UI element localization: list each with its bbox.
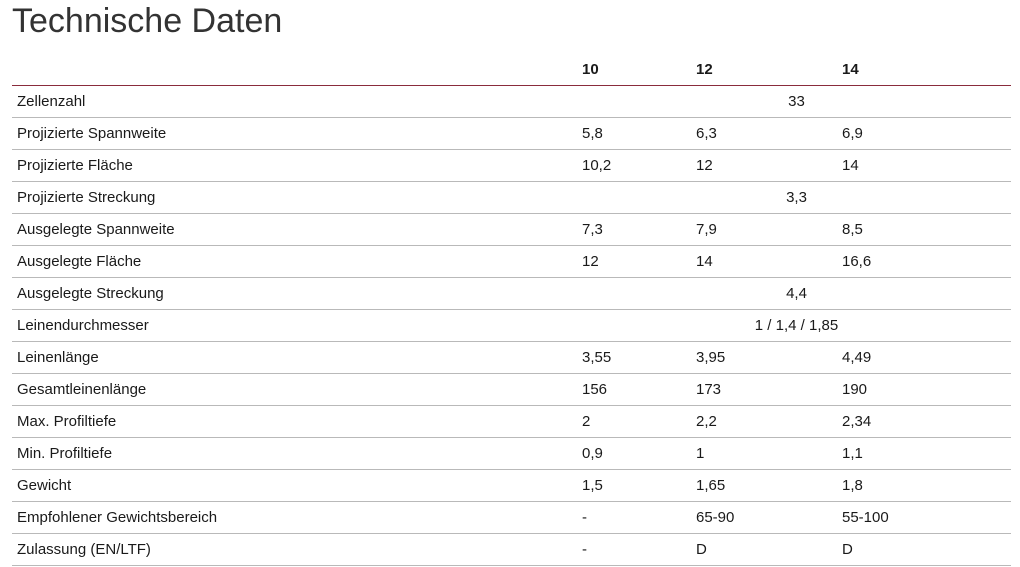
row-value-size-10: 10,2	[582, 149, 696, 182]
row-value-size-12: 14	[696, 245, 842, 278]
row-value-size-12: D	[696, 533, 842, 566]
table-row: Ausgelegte Streckung 4,4	[12, 277, 1011, 310]
table-row: Ausgelegte Fläche 12 14 16,6	[12, 245, 1011, 278]
row-label: Projizierte Fläche	[12, 149, 582, 182]
table-row: Empfohlener Gewichtsbereich -65-90 55-100	[12, 501, 1011, 534]
table-row: Gewicht 1,5 1,65 1,8	[12, 469, 1011, 502]
row-label: Leinenlänge	[12, 341, 582, 374]
table-row: Leinenlänge 3,55 3,95 4,49	[12, 341, 1011, 374]
header-label	[12, 54, 582, 86]
row-label: Gewicht	[12, 469, 582, 502]
row-value-size-10: 12	[582, 245, 696, 278]
table-row: Leinendurchmesser 1 / 1,4 / 1,85	[12, 309, 1011, 342]
table-row: Max. Profiltiefe 2 2,2 2,34	[12, 405, 1011, 438]
row-value-size-12: 1	[696, 437, 842, 470]
row-label: Ausgelegte Streckung	[12, 277, 582, 310]
row-label: Gesamtleinenlänge	[12, 373, 582, 406]
row-label: Zulassung (EN/LTF)	[12, 533, 582, 566]
row-value-size-10: 156	[582, 373, 696, 406]
row-label: Projizierte Spannweite	[12, 117, 582, 150]
table-row: Zulassung (EN/LTF) - D D	[12, 533, 1011, 566]
row-value-size-10: 1,5	[582, 469, 696, 502]
row-value-size-14: 190	[842, 373, 1011, 406]
table-row: Ausgelegte Spannweite 7,3 7,9 8,5	[12, 213, 1011, 246]
row-value-all-sizes: 1 / 1,4 / 1,85	[582, 309, 1011, 342]
header-row: 10 12 14	[12, 54, 1011, 86]
row-value-size-12: 12	[696, 149, 842, 182]
row-value-size-10: 2	[582, 405, 696, 438]
row-value-size-12: 173	[696, 373, 842, 406]
row-value-size-10: 5,8	[582, 117, 696, 150]
row-value-size-14: 1,8	[842, 469, 1011, 502]
row-label: Leinendurchmesser	[12, 309, 582, 342]
header-size-10: 10	[582, 54, 696, 86]
row-value-size-14: 1,1	[842, 437, 1011, 470]
table-row: Gesamtleinenlänge 156 173 190	[12, 373, 1011, 406]
spec-table: 10 12 14 Zellenzahl 33 Projizierte Spannwe…	[12, 54, 1011, 566]
row-label: Ausgelegte Fläche	[12, 245, 582, 278]
row-value-size-10: 7,3	[582, 213, 696, 246]
row-value-size-12: 1,65	[696, 469, 842, 502]
table-row: Projizierte Fläche 10,2 12 14	[12, 149, 1011, 182]
row-value-all-sizes: 3,3	[582, 181, 1011, 214]
row-label: Min. Profiltiefe	[12, 437, 582, 470]
table-row: Zellenzahl 33	[12, 85, 1011, 118]
header-size-12: 12	[696, 54, 842, 86]
row-value-size-14: 16,6	[842, 245, 1011, 278]
row-value-size-10: 0,9	[582, 437, 696, 470]
row-value-size-12: 65-90	[696, 501, 842, 534]
row-label: Projizierte Streckung	[12, 181, 582, 214]
row-label: Ausgelegte Spannweite	[12, 213, 582, 246]
table-row: Min. Profiltiefe 0,9 1 1,1	[12, 437, 1011, 470]
row-value-size-14: 4,49	[842, 341, 1011, 374]
row-value-size-10: -	[582, 501, 696, 534]
row-value-all-sizes: 33	[582, 85, 1011, 118]
page-title: Technische Daten	[12, 2, 283, 40]
row-value-size-12: 2,2	[696, 405, 842, 438]
table-row: Projizierte Spannweite 5,8 6,3 6,9	[12, 117, 1011, 150]
spec-table-header: 10 12 14	[12, 54, 1011, 86]
row-value-size-12: 6,3	[696, 117, 842, 150]
row-value-size-14: 6,9	[842, 117, 1011, 150]
row-value-size-14: 14	[842, 149, 1011, 182]
row-value-size-10: -	[582, 533, 696, 566]
row-value-size-14: 2,34	[842, 405, 1011, 438]
header-size-14: 14	[842, 54, 1011, 86]
row-value-size-12: 3,95	[696, 341, 842, 374]
row-label: Empfohlener Gewichtsbereich	[12, 501, 582, 534]
row-value-size-14: 55-100	[842, 501, 1011, 534]
row-label: Max. Profiltiefe	[12, 405, 582, 438]
row-value-size-14: 8,5	[842, 213, 1011, 246]
row-value-size-10: 3,55	[582, 341, 696, 374]
row-label: Zellenzahl	[12, 85, 582, 118]
row-value-size-14: D	[842, 533, 1011, 566]
row-value-all-sizes: 4,4	[582, 277, 1011, 310]
table-row: Projizierte Streckung 3,3	[12, 181, 1011, 214]
row-value-size-12: 7,9	[696, 213, 842, 246]
spec-table-body: Zellenzahl 33 Projizierte Spannweite 5,8 6,3…	[12, 85, 1011, 566]
